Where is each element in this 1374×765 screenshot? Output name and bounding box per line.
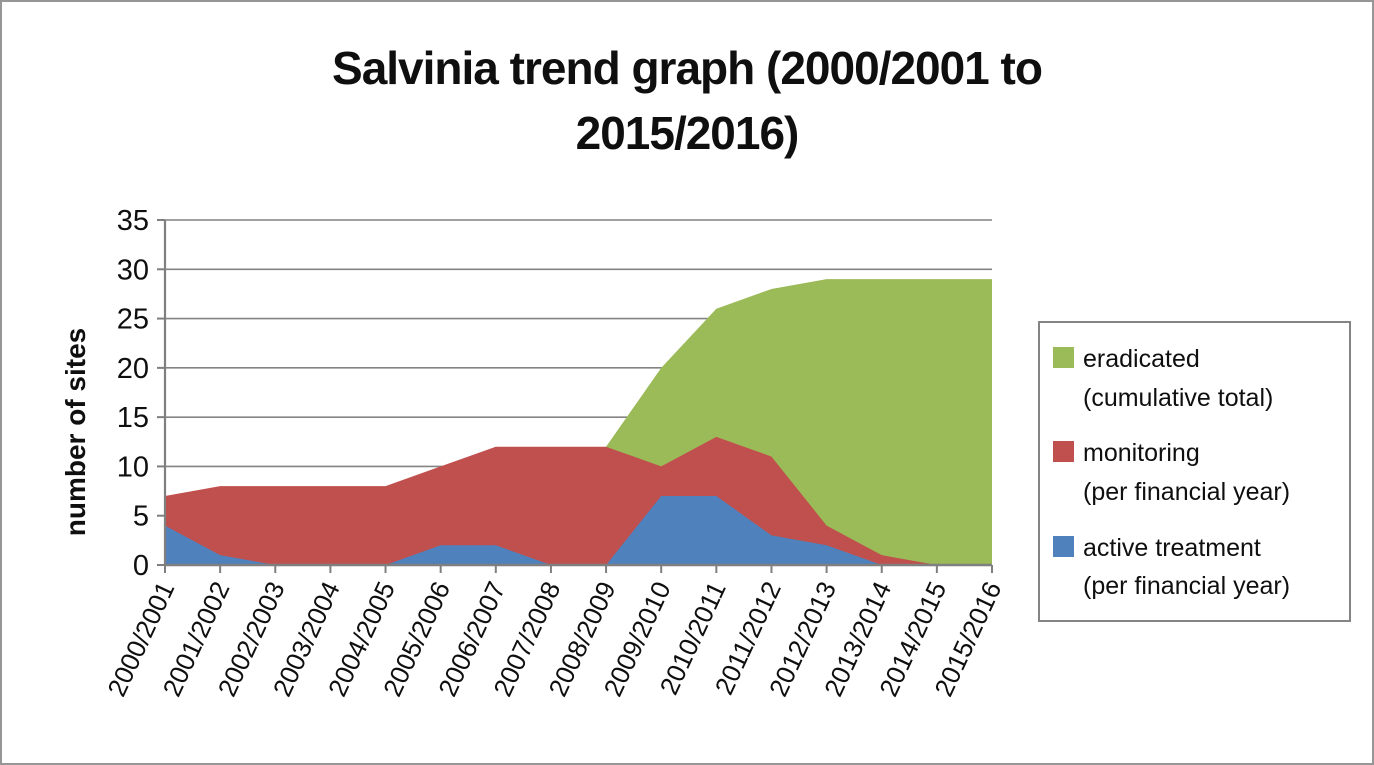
y-axis-tick-label: 25 <box>117 304 149 336</box>
legend-label-eradicated: eradicated (cumulative total) <box>1083 340 1273 418</box>
legend-label-line: (per financial year) <box>1083 478 1291 506</box>
area-series-monitoring <box>165 436 992 565</box>
y-axis-tick-label: 10 <box>117 451 149 483</box>
chart-legend: eradicated (cumulative total) monitoring… <box>1038 321 1351 622</box>
active-treatment-swatch-icon <box>1053 535 1074 557</box>
legend-label-line: (per financial year) <box>1083 572 1291 601</box>
y-axis-tick-label: 0 <box>133 550 149 582</box>
area-series-active-treatment <box>165 496 992 565</box>
chart-title-line1: Salvinia trend graph (2000/2001 to <box>332 42 1043 94</box>
legend-item-monitoring: monitoring (per financial year) <box>1053 434 1343 512</box>
legend-item-eradicated: eradicated (cumulative total) <box>1053 340 1343 418</box>
y-axis-tick-label: 5 <box>133 501 149 533</box>
legend-label-line: (cumulative total) <box>1083 383 1274 412</box>
y-axis-tick-label: 35 <box>117 205 149 237</box>
y-axis-tick-label: 30 <box>117 254 149 286</box>
eradicated-swatch-icon <box>1053 347 1074 368</box>
legend-label-monitoring: monitoring (per financial year) <box>1083 434 1290 512</box>
y-axis-tick-label: 15 <box>117 402 149 434</box>
legend-label-line: eradicated <box>1083 345 1200 373</box>
chart-title: Salvinia trend graph (2000/2001 to 2015/… <box>2 36 1372 167</box>
monitoring-swatch-icon <box>1053 441 1074 463</box>
legend-label-active-treatment: active treatment (per financial year) <box>1083 529 1290 607</box>
legend-label-line: active treatment <box>1083 533 1261 562</box>
legend-item-active-treatment: active treatment (per financial year) <box>1053 529 1343 607</box>
legend-label-line: monitoring <box>1083 439 1200 468</box>
y-axis-tick-label: 20 <box>117 353 149 385</box>
chart-title-line2: 2015/2016) <box>575 107 800 160</box>
